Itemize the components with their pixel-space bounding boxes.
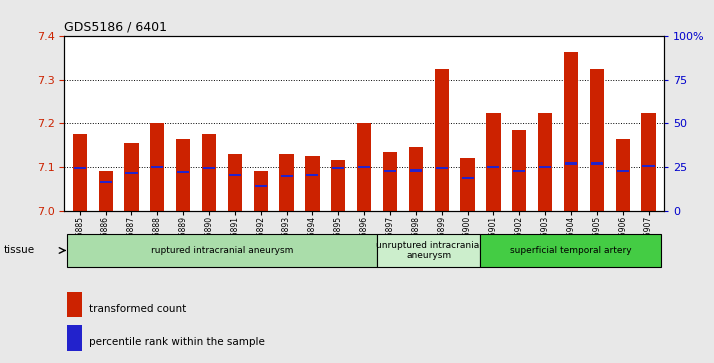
Bar <box>486 113 501 211</box>
Bar <box>229 174 241 176</box>
Bar <box>73 134 87 211</box>
Bar <box>539 166 551 168</box>
Bar <box>641 113 655 211</box>
Bar <box>488 166 499 168</box>
FancyBboxPatch shape <box>67 234 377 267</box>
FancyBboxPatch shape <box>377 234 481 267</box>
Bar <box>590 69 604 211</box>
Bar <box>279 154 293 211</box>
Text: superficial temporal artery: superficial temporal artery <box>510 246 632 255</box>
Bar <box>67 325 82 351</box>
Bar <box>99 171 113 211</box>
Bar <box>126 172 138 174</box>
Bar <box>384 170 396 172</box>
Text: tissue: tissue <box>4 245 35 256</box>
Bar <box>615 139 630 211</box>
FancyBboxPatch shape <box>481 234 661 267</box>
Bar <box>124 143 139 211</box>
Bar <box>177 171 189 173</box>
Bar <box>513 170 526 172</box>
Bar <box>332 167 344 170</box>
Bar <box>253 171 268 211</box>
Bar <box>461 158 475 211</box>
Text: transformed count: transformed count <box>89 303 186 314</box>
Bar <box>512 130 526 211</box>
Bar <box>357 123 371 211</box>
Bar <box>461 177 473 179</box>
Bar <box>203 167 215 169</box>
Bar <box>202 134 216 211</box>
Bar <box>410 170 422 172</box>
Bar <box>564 52 578 211</box>
Bar <box>99 181 111 183</box>
Bar <box>67 292 82 317</box>
Bar <box>383 152 397 211</box>
Bar <box>617 170 629 172</box>
Text: GDS5186 / 6401: GDS5186 / 6401 <box>64 20 167 33</box>
Bar <box>176 139 191 211</box>
Bar <box>150 123 164 211</box>
Bar <box>408 147 423 211</box>
Bar <box>74 167 86 170</box>
Bar <box>306 174 318 176</box>
Bar <box>358 166 370 168</box>
Bar <box>538 113 552 211</box>
Bar <box>228 154 242 211</box>
Bar <box>435 69 449 211</box>
Bar <box>565 162 577 164</box>
Bar <box>643 164 655 167</box>
Text: percentile rank within the sample: percentile rank within the sample <box>89 337 266 347</box>
Bar <box>281 175 293 177</box>
Bar <box>590 162 603 164</box>
Bar <box>331 160 346 211</box>
Bar <box>306 156 320 211</box>
Text: ruptured intracranial aneurysm: ruptured intracranial aneurysm <box>151 246 293 255</box>
Text: unruptured intracranial
aneurysm: unruptured intracranial aneurysm <box>376 241 482 260</box>
Bar <box>151 166 164 168</box>
Bar <box>436 167 448 169</box>
Bar <box>255 185 267 187</box>
